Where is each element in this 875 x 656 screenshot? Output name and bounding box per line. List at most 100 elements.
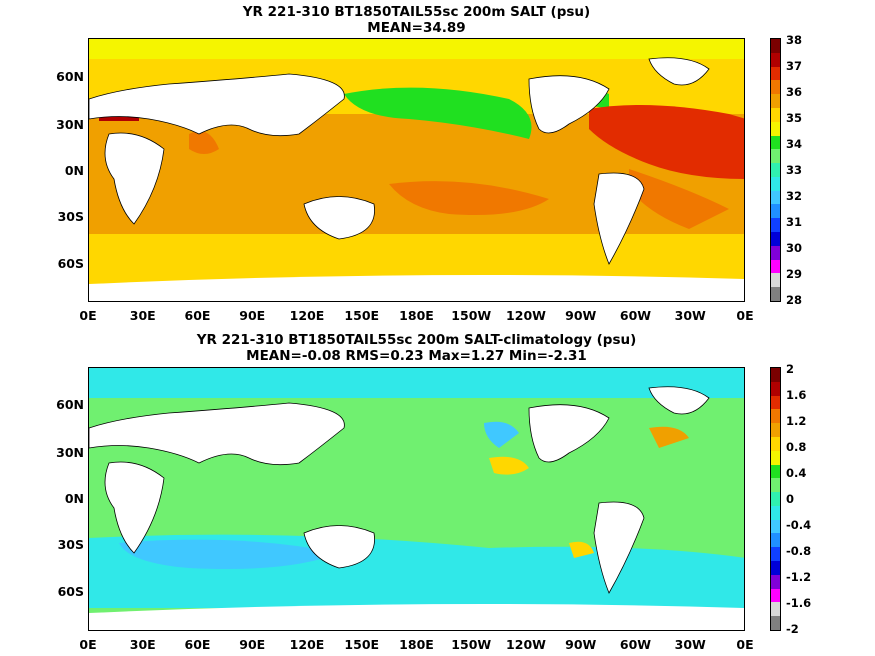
- lon-label: 60W: [619, 308, 652, 323]
- lat-label: 30N: [56, 445, 84, 460]
- lon-label: 60E: [184, 308, 211, 323]
- colorbar-tick-label: -1.6: [786, 596, 812, 610]
- lon-label: 90W: [565, 637, 597, 652]
- lat-label: 60S: [57, 256, 84, 271]
- lon-label: 90W: [565, 308, 597, 323]
- lon-label: 0E: [79, 637, 97, 652]
- colorbar-swatch: [771, 287, 780, 302]
- colorbar-swatch: [771, 245, 780, 261]
- lon-label: 150W: [451, 308, 492, 323]
- lat-label: 0N: [64, 491, 84, 506]
- lon-label: 180E: [399, 308, 434, 323]
- colorbar-tick-label: 1.2: [786, 414, 807, 428]
- colorbar-swatch: [771, 602, 780, 617]
- colorbar-tick-label: 28: [786, 293, 803, 307]
- colorbar-tick-label: 37: [786, 59, 803, 73]
- lon-label: 30E: [129, 308, 156, 323]
- colorbar-tick-label: 0: [786, 492, 795, 506]
- colorbar-swatch: [771, 259, 780, 274]
- lat-label: 60N: [56, 69, 84, 84]
- lon-label: 60W: [619, 637, 652, 652]
- colorbar-swatch: [771, 588, 780, 603]
- colorbar-swatch: [771, 519, 780, 534]
- colorbar-tick-label: 38: [786, 33, 803, 47]
- colorbar: [770, 367, 781, 631]
- lon-label: 120E: [289, 637, 325, 652]
- colorbar-swatch: [771, 505, 780, 521]
- lon-label: 120W: [506, 308, 546, 323]
- lon-label: 150W: [451, 637, 492, 652]
- lon-label: 120W: [506, 637, 546, 652]
- colorbar-swatch: [771, 464, 780, 479]
- colorbar-swatch: [771, 616, 780, 631]
- colorbar-tick-label: 29: [786, 267, 803, 281]
- lat-label: 60S: [57, 584, 84, 599]
- colorbar-swatch: [771, 66, 780, 81]
- colorbar-tick-label: 34: [786, 137, 803, 151]
- colorbar-tick-label: -0.4: [786, 518, 812, 532]
- colorbar-tick-label: 33: [786, 163, 803, 177]
- lon-label: 30W: [674, 637, 706, 652]
- salinity-map: [88, 38, 745, 302]
- colorbar-tick-label: 0.4: [786, 466, 807, 480]
- lon-label: 30W: [674, 308, 706, 323]
- colorbar-swatch: [771, 381, 780, 397]
- lat-label: 30N: [56, 117, 84, 132]
- colorbar-tick-label: 31: [786, 215, 803, 229]
- colorbar-swatch: [771, 190, 780, 205]
- colorbar-swatch: [771, 121, 780, 137]
- colorbar-swatch: [771, 409, 780, 424]
- lon-label: 120E: [289, 308, 325, 323]
- colorbar-swatch: [771, 176, 780, 192]
- lat-label: 30S: [57, 537, 84, 552]
- colorbar-tick-label: 30: [786, 241, 803, 255]
- colorbar-swatch: [771, 492, 780, 507]
- colorbar-swatch: [771, 232, 780, 247]
- colorbar-swatch: [771, 478, 780, 493]
- colorbar-swatch: [771, 80, 780, 95]
- colorbar-tick-label: 1.6: [786, 388, 807, 402]
- colorbar-swatch: [771, 547, 780, 562]
- colorbar-swatch: [771, 218, 780, 233]
- colorbar-swatch: [771, 574, 780, 590]
- lon-label: 150E: [344, 308, 380, 323]
- lon-label: 30E: [129, 637, 156, 652]
- colorbar-tick-label: 36: [786, 85, 803, 99]
- colorbar-tick-label: -1.2: [786, 570, 812, 584]
- lon-label: 90E: [239, 308, 266, 323]
- colorbar-swatch: [771, 149, 780, 164]
- lon-label: 60E: [184, 637, 211, 652]
- colorbar-swatch: [771, 423, 780, 438]
- colorbar-swatch: [771, 39, 780, 54]
- colorbar-swatch: [771, 107, 780, 123]
- colorbar-swatch: [771, 204, 780, 219]
- lon-label: 180E: [399, 637, 434, 652]
- lon-label: 0E: [736, 308, 754, 323]
- colorbar-swatch: [771, 273, 780, 288]
- map-subtitle-stats: MEAN=-0.08 RMS=0.23 Max=1.27 Min=-2.31: [246, 348, 587, 364]
- lat-label: 0N: [64, 163, 84, 178]
- colorbar-swatch: [771, 52, 780, 68]
- colorbar: [770, 38, 781, 302]
- map-title: YR 221-310 BT1850TAIL55sc 200m SALT-clim…: [196, 332, 637, 348]
- lon-label: 90E: [239, 637, 266, 652]
- colorbar-swatch: [771, 533, 780, 548]
- colorbar-swatch: [771, 395, 780, 410]
- map-subtitle-mean: MEAN=34.89: [367, 20, 466, 36]
- lat-label: 60N: [56, 397, 84, 412]
- colorbar-tick-label: 2: [786, 362, 795, 376]
- colorbar-swatch: [771, 436, 780, 452]
- colorbar-tick-label: -0.8: [786, 544, 812, 558]
- colorbar-swatch: [771, 450, 780, 466]
- lon-label: 150E: [344, 637, 380, 652]
- colorbar-swatch: [771, 94, 780, 109]
- colorbar-swatch: [771, 561, 780, 576]
- colorbar-tick-label: 32: [786, 189, 803, 203]
- salinity-anomaly-map: [88, 367, 745, 631]
- colorbar-tick-label: -2: [786, 622, 799, 636]
- colorbar-swatch: [771, 135, 780, 150]
- colorbar-swatch: [771, 368, 780, 383]
- colorbar-tick-label: 35: [786, 111, 803, 125]
- colorbar-tick-label: 0.8: [786, 440, 807, 454]
- lon-label: 0E: [79, 308, 97, 323]
